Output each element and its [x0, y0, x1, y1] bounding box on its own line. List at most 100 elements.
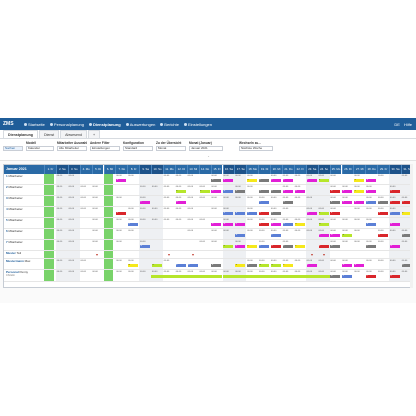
shift-time[interactable]: 00:00 [330, 218, 336, 221]
shift-time[interactable]: 00:00 [56, 185, 63, 188]
shift-chip[interactable]: U [259, 222, 270, 226]
shift-chip[interactable]: F [318, 178, 329, 182]
shift-time[interactable]: 00:00 [259, 218, 265, 221]
employee-row-label[interactable]: 5 Mitarbeiter [4, 218, 44, 229]
shift-time[interactable]: 00:00 [354, 218, 360, 221]
day-header[interactable]: 2. Sa [55, 165, 68, 174]
shift-time[interactable]: 00:00 [270, 259, 277, 262]
shift-chip[interactable] [163, 275, 175, 278]
shift-time[interactable]: 00:00 [80, 270, 86, 273]
shift-time[interactable]: 00:00 [128, 207, 134, 210]
shift-time[interactable]: 00:00 [366, 185, 372, 188]
shift-time[interactable]: 00:00 [223, 218, 229, 221]
shift-time[interactable]: 00:00 [68, 259, 75, 262]
day-header[interactable]: 7. Do [115, 165, 128, 174]
vertical-scrollbar[interactable] [410, 164, 413, 288]
shift-time[interactable]: 00:00 [259, 259, 265, 262]
shift-chip[interactable]: N [235, 233, 246, 237]
shift-time[interactable]: 00:00 [223, 174, 229, 177]
shift-chip[interactable]: F [235, 244, 246, 248]
shift-chip[interactable]: N [140, 244, 151, 248]
shift-chip[interactable]: S [235, 263, 246, 267]
shift-time[interactable]: 00:00 [56, 218, 63, 221]
shift-time[interactable]: 00:00 [306, 218, 313, 221]
shift-chip[interactable]: U [270, 211, 281, 215]
shift-time[interactable]: 00:00 [68, 196, 75, 199]
shift-time[interactable]: 00:00 [199, 240, 205, 243]
shift-chip[interactable] [317, 275, 330, 278]
shift-time[interactable]: 00:00 [128, 270, 134, 273]
shift-chip[interactable]: F [354, 189, 365, 193]
shift-time[interactable]: 00:00 [92, 218, 98, 221]
day-header[interactable]: 12. Di [174, 165, 187, 174]
tab-duty-planning[interactable]: Dienstplanung [3, 130, 38, 138]
shift-time[interactable]: 00:00 [151, 218, 158, 221]
shift-time[interactable]: 00:00 [282, 174, 289, 177]
shift-time[interactable]: 00:00 [151, 207, 158, 210]
day-header[interactable]: 8. Fr [127, 165, 140, 174]
day-header[interactable]: 14. Do [198, 165, 211, 174]
shift-chip[interactable]: N [282, 189, 293, 193]
day-header[interactable]: 21. Do [282, 165, 294, 174]
shift-time[interactable]: 00:00 [235, 174, 241, 177]
shift-chip[interactable] [282, 275, 294, 278]
shift-chip[interactable]: S [401, 200, 412, 204]
day-header[interactable]: 11. Mo [163, 165, 175, 174]
shift-time[interactable]: 00:00 [330, 240, 336, 243]
shift-time[interactable]: 00:00 [354, 270, 360, 273]
shift-time[interactable]: 00:00 [378, 174, 384, 177]
shift-chip[interactable]: S [401, 233, 412, 237]
nav-item-personnel[interactable]: Personalplanung [49, 122, 84, 127]
shift-chip[interactable]: K [247, 211, 258, 215]
shift-time[interactable]: 00:00 [366, 207, 372, 210]
shift-time[interactable]: 00:00 [187, 185, 194, 188]
collapse-icon[interactable]: ˆ [207, 155, 210, 160]
shift-time[interactable]: 00:00 [389, 259, 396, 262]
shift-chip[interactable] [270, 275, 282, 278]
shift-time[interactable]: 00:00 [211, 240, 217, 243]
shift-time[interactable]: 00:00 [68, 174, 75, 177]
shift-chip[interactable]: K [401, 263, 412, 267]
shift-time[interactable]: 00:00 [140, 218, 146, 221]
nav-item-reports[interactable]: Berichte [160, 122, 179, 127]
shift-chip[interactable]: S [366, 178, 377, 182]
shift-chip[interactable]: U [294, 189, 305, 193]
shift-time[interactable]: 00:00 [294, 229, 301, 232]
shift-chip[interactable]: K [389, 200, 400, 204]
shift-chip[interactable]: S [366, 222, 377, 226]
shift-chip[interactable]: N [389, 244, 400, 248]
shift-chip[interactable]: F [401, 211, 412, 215]
shift-time[interactable]: 00:00 [354, 207, 360, 210]
shift-chip[interactable]: F [175, 263, 186, 267]
shift-chip[interactable]: K [128, 222, 139, 226]
shift-time[interactable]: 00:00 [175, 207, 182, 210]
shift-chip[interactable]: F [282, 244, 293, 248]
tab-add[interactable]: + [87, 130, 101, 138]
shift-chip[interactable]: S [389, 189, 400, 193]
shift-time[interactable]: 00:00 [401, 174, 408, 177]
shift-time[interactable]: 00:00 [175, 196, 182, 199]
shift-chip[interactable]: F [116, 211, 127, 215]
shift-time[interactable]: 00:00 [116, 229, 122, 232]
shift-time[interactable]: 00:00 [235, 196, 241, 199]
shift-time[interactable]: 00:00 [366, 270, 372, 273]
shift-chip[interactable]: U [211, 178, 222, 182]
shift-time[interactable]: 00:00 [128, 218, 134, 221]
shift-time[interactable]: 00:00 [294, 270, 301, 273]
shift-chip[interactable] [258, 275, 271, 278]
day-header[interactable]: 4. Mo [79, 165, 92, 174]
shift-chip[interactable] [305, 275, 318, 278]
model-select[interactable]: Kalender [26, 146, 54, 151]
shift-chip[interactable]: U [270, 244, 281, 248]
shift-chip[interactable]: F [259, 244, 270, 248]
shift-time[interactable]: 00:00 [282, 229, 289, 232]
shift-time[interactable]: 00:00 [342, 196, 348, 199]
day-header[interactable]: 22. Fr [293, 165, 306, 174]
shift-time[interactable]: 00:00 [247, 185, 253, 188]
shift-time[interactable]: 00:00 [282, 196, 289, 199]
shift-chip[interactable] [198, 275, 211, 278]
shift-time[interactable]: 00:00 [80, 207, 86, 210]
shift-time[interactable]: 00:00 [56, 229, 63, 232]
shift-time[interactable]: 00:00 [211, 207, 217, 210]
shift-time[interactable]: 00:00 [247, 207, 253, 210]
